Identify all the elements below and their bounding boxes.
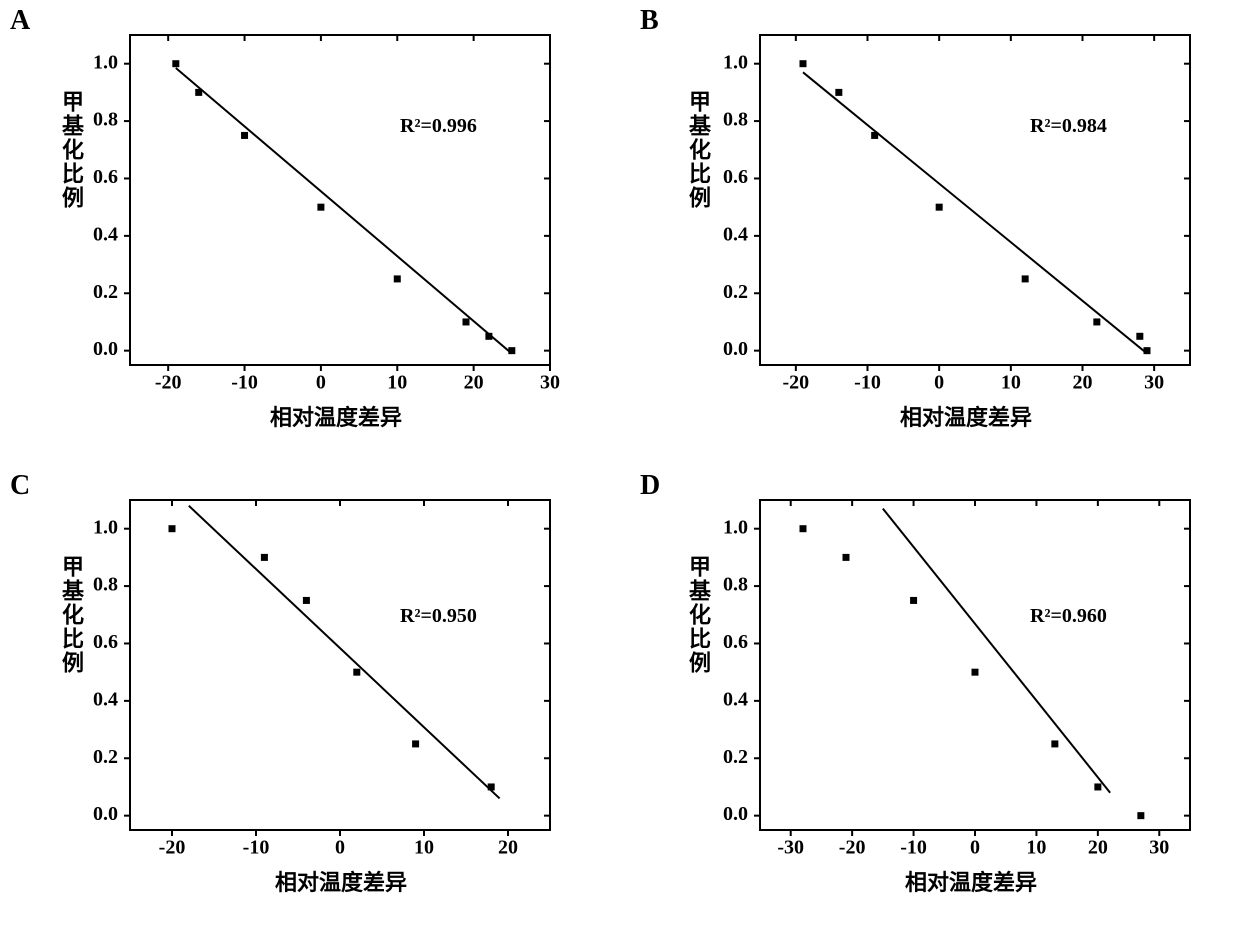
- svg-text:1.0: 1.0: [93, 516, 118, 538]
- svg-text:0.8: 0.8: [93, 574, 118, 596]
- data-point: [394, 275, 401, 282]
- svg-text:1.0: 1.0: [723, 516, 748, 538]
- data-point: [1136, 333, 1143, 340]
- data-point: [871, 132, 878, 139]
- data-point: [936, 204, 943, 211]
- svg-text:0.2: 0.2: [723, 746, 748, 768]
- svg-text:0.4: 0.4: [723, 223, 748, 245]
- x-axis-label: 相对温度差异: [270, 400, 402, 432]
- svg-text:0: 0: [335, 837, 345, 859]
- svg-text:-20: -20: [839, 837, 866, 859]
- svg-text:20: 20: [498, 837, 518, 859]
- svg-text:20: 20: [464, 372, 484, 394]
- svg-text:-20: -20: [782, 372, 809, 394]
- svg-text:10: 10: [414, 837, 434, 859]
- x-axis-label: 相对温度差异: [275, 865, 407, 897]
- data-point: [488, 783, 495, 790]
- panel-label-A: A: [10, 5, 30, 37]
- data-point: [303, 597, 310, 604]
- data-point: [800, 525, 807, 532]
- data-point: [800, 60, 807, 67]
- svg-text:1.0: 1.0: [93, 51, 118, 73]
- svg-text:0.0: 0.0: [93, 803, 118, 825]
- svg-text:0.2: 0.2: [723, 281, 748, 303]
- data-point: [317, 204, 324, 211]
- data-point: [1022, 275, 1029, 282]
- svg-text:0.8: 0.8: [93, 109, 118, 131]
- data-point: [169, 525, 176, 532]
- svg-text:-10: -10: [231, 372, 258, 394]
- data-point: [1144, 347, 1151, 354]
- svg-text:10: 10: [387, 372, 407, 394]
- chart-A: -20 -10 0 10 20 30 0.0 0.2 0.4 0.6 0.8 1.0: [75, 25, 560, 400]
- x-axis-label: 相对温度差异: [905, 865, 1037, 897]
- data-point: [1051, 740, 1058, 747]
- chart-C: -20 -10 0 10 20 0.0 0.2 0.4 0.6 0.8 1.0: [75, 490, 560, 865]
- svg-text:0.0: 0.0: [93, 338, 118, 360]
- svg-text:1.0: 1.0: [723, 51, 748, 73]
- svg-text:0.4: 0.4: [93, 688, 118, 710]
- x-axis-label: 相对温度差异: [900, 400, 1032, 432]
- svg-text:10: 10: [1001, 372, 1021, 394]
- data-point: [485, 333, 492, 340]
- svg-text:-20: -20: [159, 837, 186, 859]
- data-point: [241, 132, 248, 139]
- svg-text:0.8: 0.8: [723, 109, 748, 131]
- data-point: [261, 554, 268, 561]
- svg-text:0: 0: [970, 837, 980, 859]
- svg-text:-10: -10: [900, 837, 927, 859]
- svg-text:0.4: 0.4: [93, 223, 118, 245]
- figure-container: A甲基化比例相对温度差异R²=0.996-20-1001020300.00.20…: [0, 0, 1240, 941]
- svg-text:0.6: 0.6: [93, 166, 118, 188]
- data-point: [463, 318, 470, 325]
- svg-text:0.2: 0.2: [93, 281, 118, 303]
- svg-text:0.0: 0.0: [723, 803, 748, 825]
- svg-text:0.8: 0.8: [723, 574, 748, 596]
- svg-text:0.4: 0.4: [723, 688, 748, 710]
- data-point: [1137, 812, 1144, 819]
- svg-text:-10: -10: [854, 372, 881, 394]
- data-point: [1093, 318, 1100, 325]
- chart-B: -20 -10 0 10 20 30 0.0 0.2 0.4 0.6 0.8 1.0: [705, 25, 1200, 400]
- svg-text:20: 20: [1088, 837, 1108, 859]
- panel-label-C: C: [10, 470, 30, 502]
- data-point: [910, 597, 917, 604]
- data-point: [972, 669, 979, 676]
- svg-text:0.2: 0.2: [93, 746, 118, 768]
- svg-text:0.0: 0.0: [723, 338, 748, 360]
- svg-text:-10: -10: [243, 837, 270, 859]
- data-point: [843, 554, 850, 561]
- svg-text:30: 30: [540, 372, 560, 394]
- svg-text:30: 30: [1149, 837, 1169, 859]
- data-point: [1094, 783, 1101, 790]
- data-point: [412, 740, 419, 747]
- data-point: [835, 89, 842, 96]
- chart-D: -30 -20 -10 0 10 20 30 0.0 0.2 0.4 0.6 0.8 1.0: [705, 490, 1200, 865]
- data-point: [353, 669, 360, 676]
- panel-label-B: B: [640, 5, 659, 37]
- svg-text:0.6: 0.6: [723, 166, 748, 188]
- svg-text:-20: -20: [155, 372, 182, 394]
- data-point: [195, 89, 202, 96]
- svg-text:0: 0: [934, 372, 944, 394]
- svg-text:30: 30: [1144, 372, 1164, 394]
- data-point: [172, 60, 179, 67]
- svg-text:0.6: 0.6: [93, 631, 118, 653]
- svg-text:-30: -30: [777, 837, 804, 859]
- data-point: [508, 347, 515, 354]
- svg-text:0: 0: [316, 372, 326, 394]
- svg-text:0.6: 0.6: [723, 631, 748, 653]
- panel-label-D: D: [640, 470, 660, 502]
- svg-text:20: 20: [1073, 372, 1093, 394]
- svg-text:10: 10: [1026, 837, 1046, 859]
